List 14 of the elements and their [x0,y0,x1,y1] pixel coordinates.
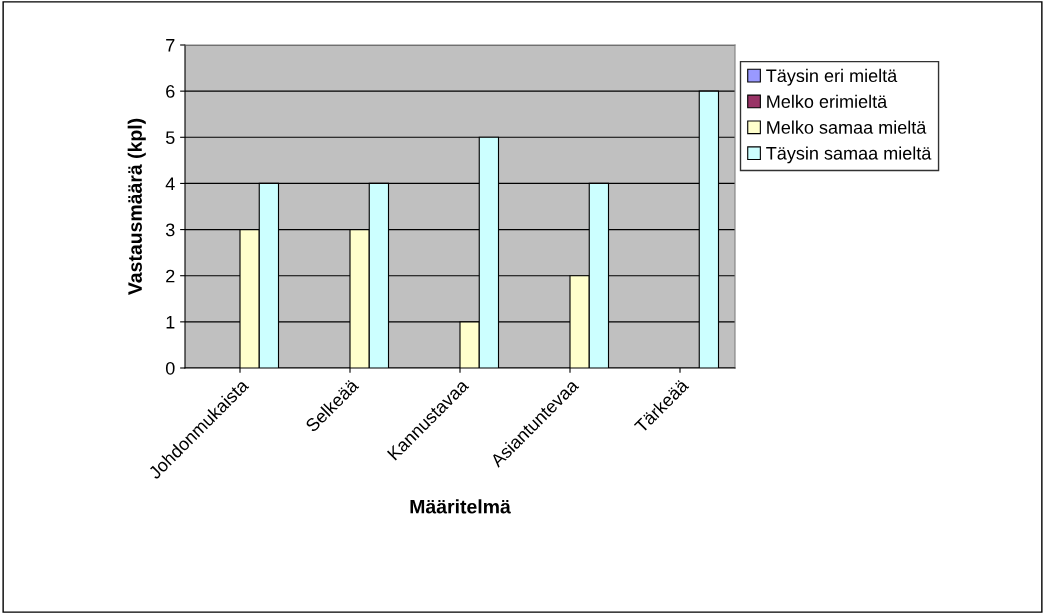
y-tick-label: 4 [165,177,175,190]
y-tick-label: 5 [165,131,175,145]
x-axis-title: Määritelmä [410,499,511,514]
y-axis-title: Vastausmäärä (kpl) [127,118,146,295]
y-tick-label: 2 [166,269,175,283]
legend-label: Melko erimieltä [767,94,888,108]
legend-label: Melko samaa mieltä [767,120,927,134]
legend-label: Täysin eri mieltä [766,68,898,86]
y-tick-label: 3 [165,223,175,237]
y-tick-label: 7 [166,39,175,52]
y-tick-label: 1 [166,315,175,329]
legend-label: Täysin samaa mieltä [766,146,932,164]
y-tick-label: 0 [165,361,175,375]
y-tick-label: 6 [166,85,175,98]
